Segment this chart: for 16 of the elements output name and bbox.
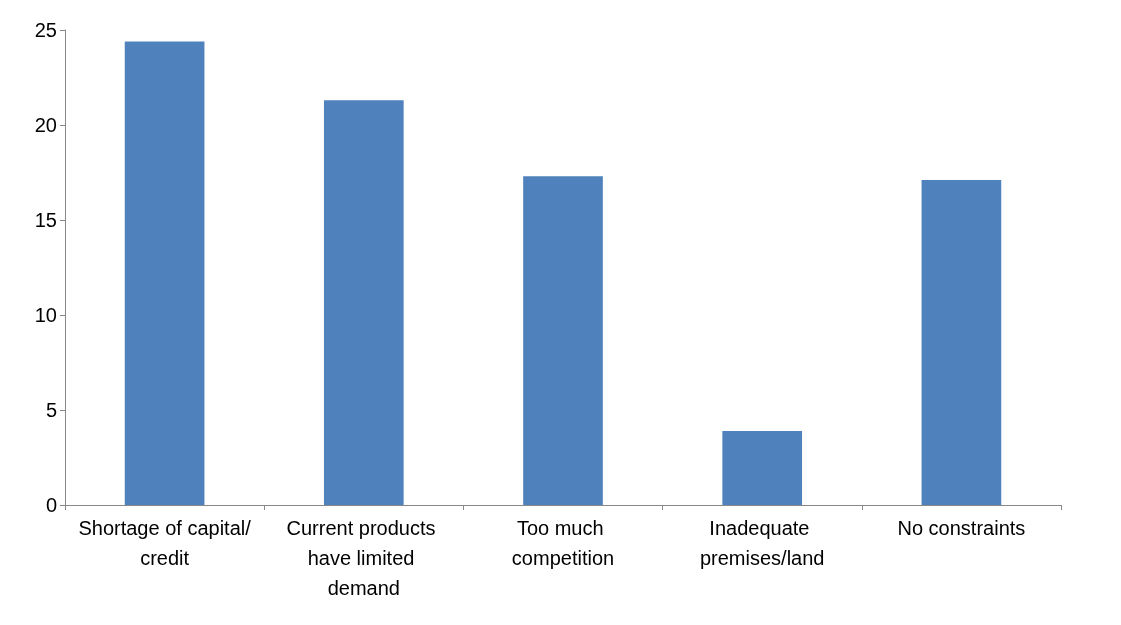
bar <box>523 176 603 505</box>
bar <box>323 100 404 505</box>
x-tick-label: Too much competition <box>511 517 615 569</box>
x-tick-label: Shortage of capital/credit <box>78 517 252 569</box>
y-tick-label: 25 <box>34 19 57 41</box>
y-tick-label: 20 <box>34 114 57 136</box>
bar <box>921 180 1002 505</box>
y-tick-label: 0 <box>45 494 57 516</box>
bar <box>124 41 205 505</box>
x-tick-label: Inadequate premises/land <box>699 517 825 569</box>
x-tick-label: No constraints <box>897 517 1026 539</box>
y-tick-label: 5 <box>45 399 57 421</box>
y-tick-label: 15 <box>34 209 57 231</box>
y-tick-label: 10 <box>34 304 57 326</box>
bar <box>722 430 803 505</box>
x-tick-label: Current products have limited demand <box>286 517 442 599</box>
